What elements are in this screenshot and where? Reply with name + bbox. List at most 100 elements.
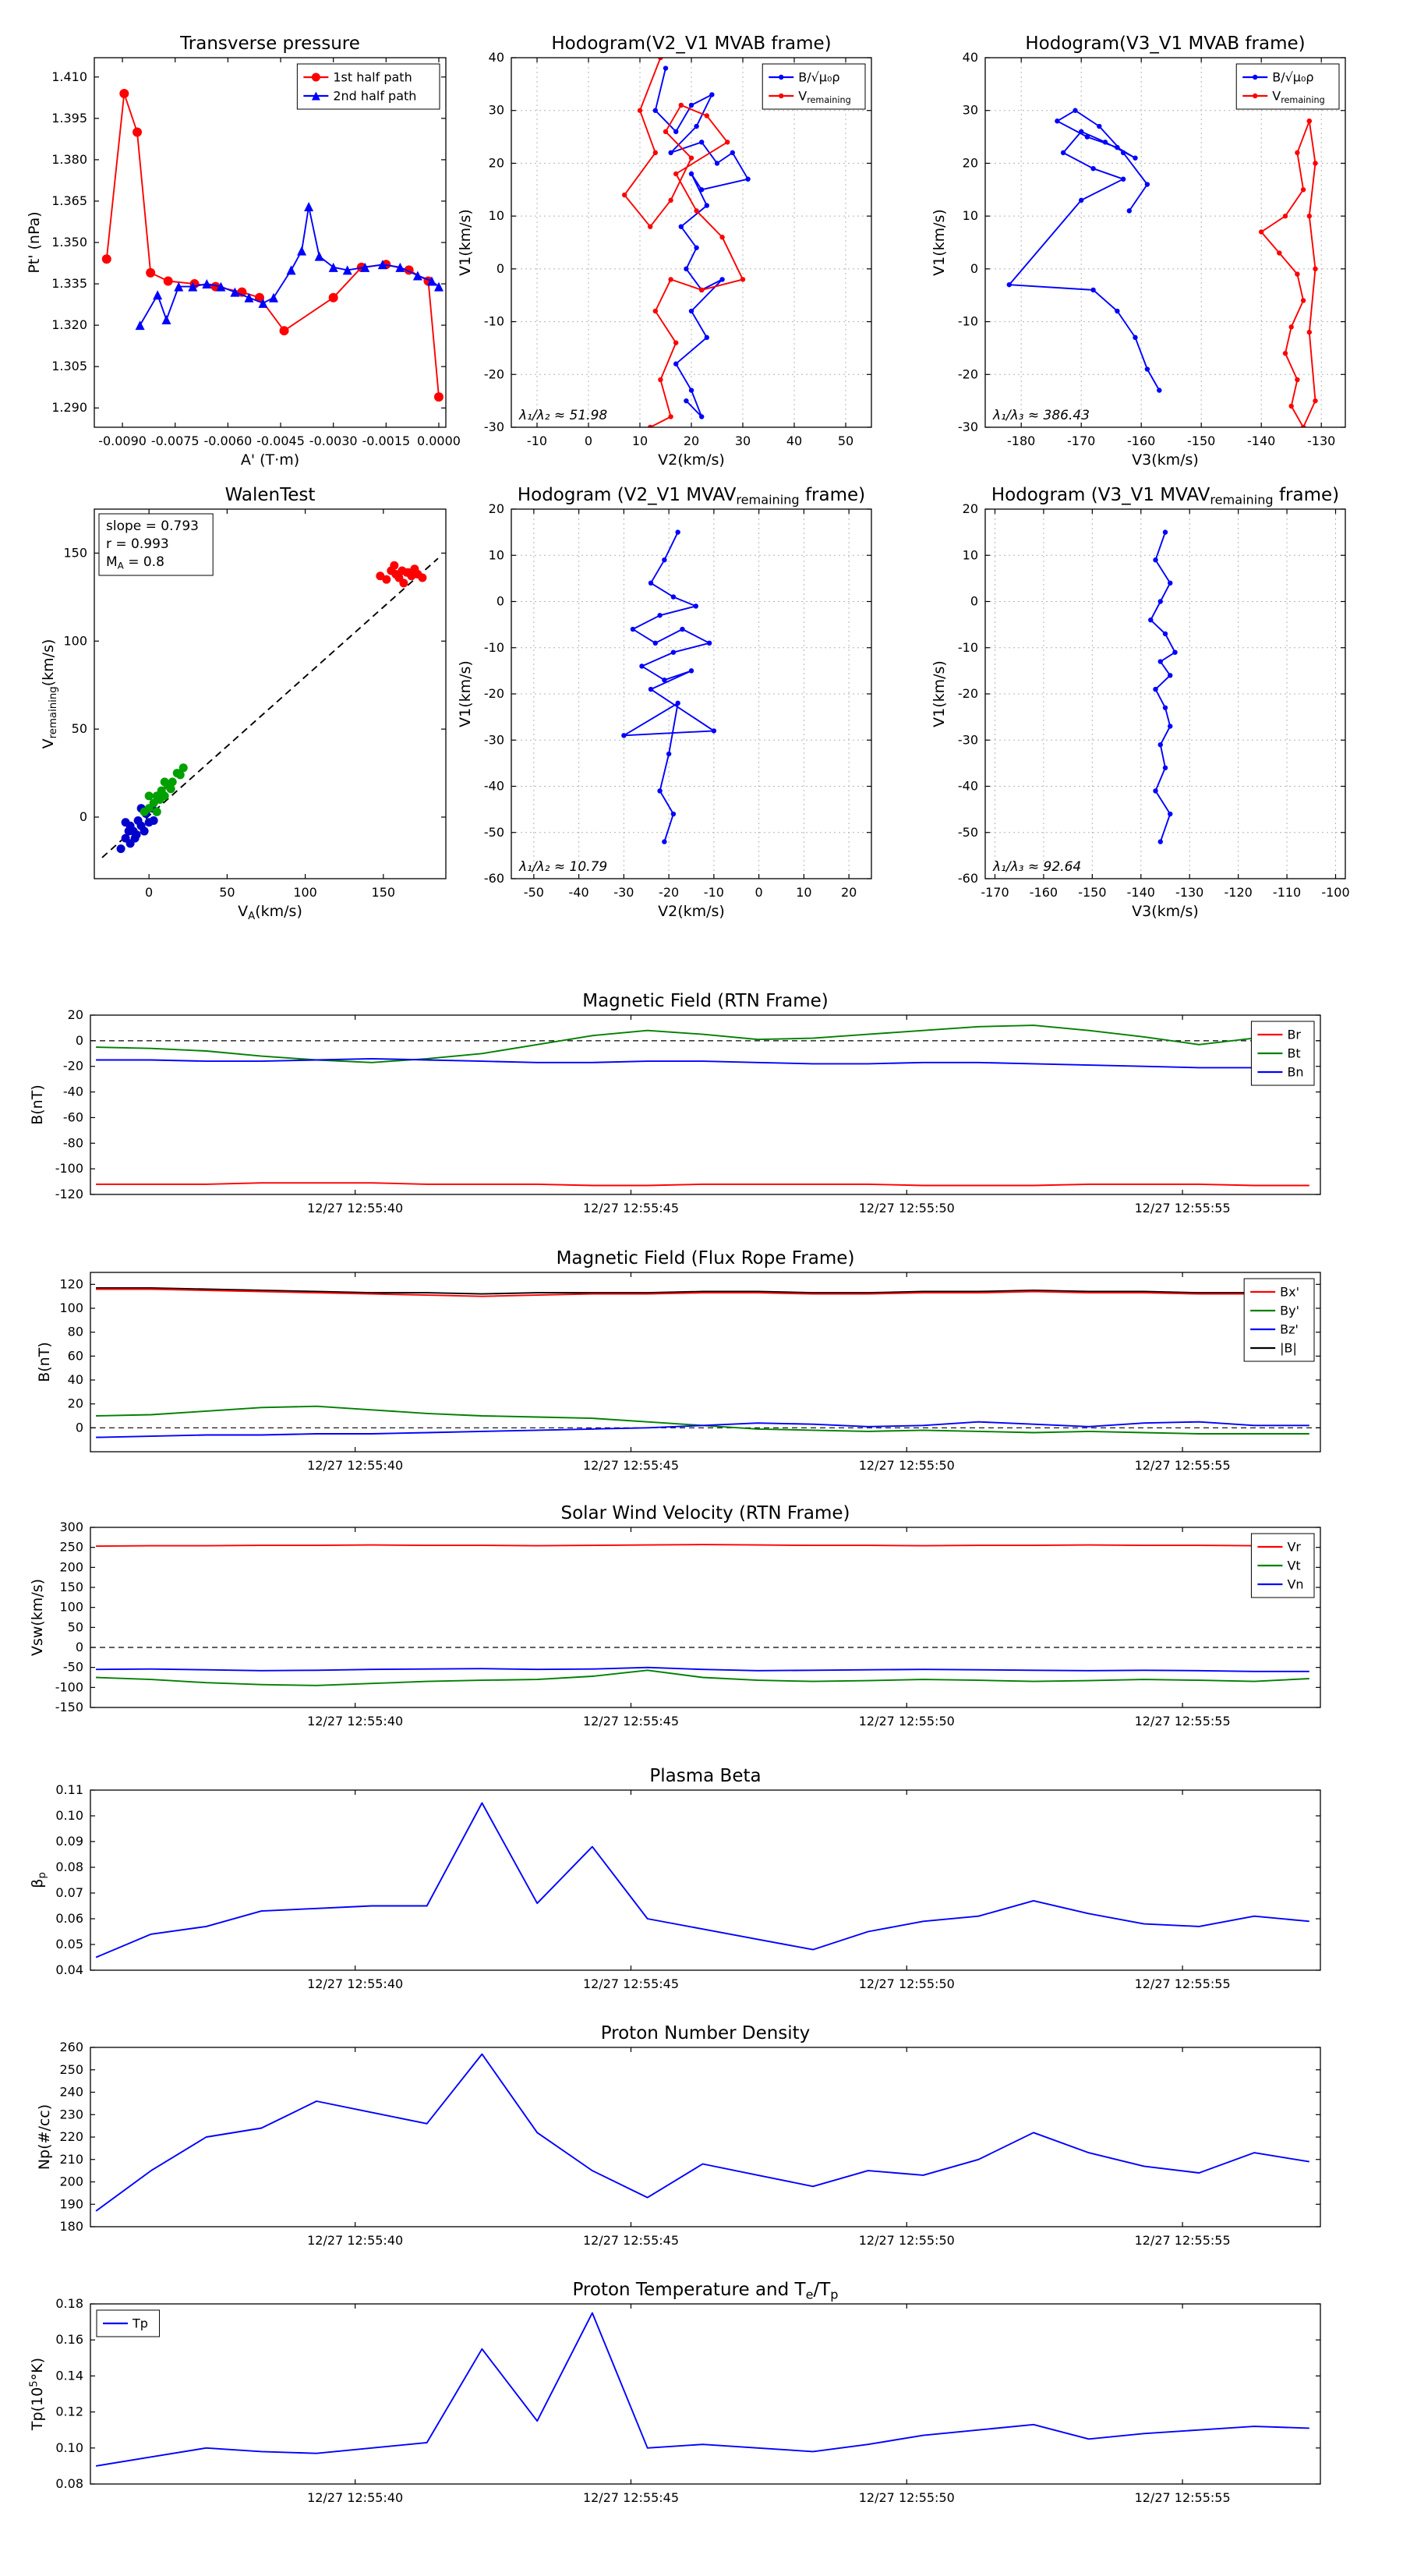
x-tick-label: -0.0030 <box>309 433 358 448</box>
y-tick-label: 10 <box>489 208 504 223</box>
y-tick-label: 0 <box>497 594 504 609</box>
y-tick-label: -30 <box>484 732 504 747</box>
panel-transverse-pressure: -0.0090 -0.0075 -0.0060 -0.0045 -0.0030 -0.00… <box>26 34 461 469</box>
y-tick-label: 0 <box>970 594 978 609</box>
legend-label: Vt <box>1287 1559 1300 1573</box>
x-tick-label: 12/27 12:55:50 <box>859 1714 955 1729</box>
x-tick-label: -170 <box>981 885 1009 900</box>
y-tick-label: -150 <box>55 1700 83 1714</box>
y-tick-label: -30 <box>958 732 978 747</box>
y-tick-label: 0.18 <box>55 2296 83 2311</box>
series-group <box>1148 529 1178 844</box>
y-tick-label: 0 <box>80 809 87 824</box>
x-tick-label: 12/27 12:55:45 <box>583 1714 679 1729</box>
y-tick-label: 150 <box>59 1580 83 1594</box>
x-tick-label: 12/27 12:55:45 <box>583 1201 679 1215</box>
x-tick-label: 12/27 12:55:55 <box>1135 1201 1231 1215</box>
legend-label: Br <box>1287 1028 1301 1042</box>
legend-label: Vn <box>1287 1577 1303 1592</box>
legend-label: B/√μ₀ρ <box>798 70 839 85</box>
panel-mag-flux-rope: 12/27 12:55:40 12/27 12:55:45 12/27 12:55:… <box>36 1248 1321 1473</box>
x-tick-label: -130 <box>1307 433 1335 448</box>
x-tick-label: 12/27 12:55:55 <box>1135 2490 1231 2505</box>
y-tick-label: 250 <box>59 2062 83 2077</box>
x-tick-label: 12/27 12:55:50 <box>859 2490 955 2505</box>
y-tick-label: -10 <box>958 640 978 655</box>
y-tick-label: -20 <box>484 366 504 381</box>
legend: Tp <box>96 2309 161 2337</box>
x-tick-label: 12/27 12:55:50 <box>859 1976 955 1991</box>
axes-frame <box>984 57 1346 428</box>
x-tick-label: 0 <box>755 885 763 900</box>
legend-label: 1st half path <box>333 70 412 85</box>
x-tick-label: 10 <box>632 433 648 448</box>
series-group <box>621 529 717 844</box>
y-tick-label: -20 <box>63 1059 83 1074</box>
y-tick-label: 30 <box>489 103 504 118</box>
x-tick-label: 12/27 12:55:55 <box>1135 2233 1231 2248</box>
y-axis-label: Vremaining(km/s) <box>40 639 59 749</box>
axes-frame <box>90 1272 1321 1453</box>
x-tick-label: -120 <box>1224 885 1252 900</box>
x-tick-label: 12/27 12:55:45 <box>583 2233 679 2248</box>
axes-frame <box>90 2047 1321 2227</box>
y-tick-label: 0.08 <box>55 1859 83 1874</box>
panel-title: Hodogram(V2_V1 MVAB frame) <box>551 34 831 54</box>
x-tick-label: -110 <box>1273 885 1301 900</box>
lambda-ratio-annotation: λ₁/λ₃ ≈ 92.64 <box>992 859 1081 875</box>
y-tick-label: -10 <box>958 314 978 329</box>
y-tick-label: 260 <box>59 2040 83 2054</box>
y-tick-label: -40 <box>484 779 504 794</box>
x-tick-label: 12/27 12:55:55 <box>1135 1976 1231 1991</box>
y-tick-label: 0 <box>76 1640 83 1654</box>
x-axis-label: A' (T·m) <box>241 451 299 469</box>
x-tick-label: -100 <box>1321 885 1349 900</box>
x-tick-label: -0.0075 <box>151 433 200 448</box>
y-tick-label: -100 <box>55 1679 83 1694</box>
y-tick-label: 1.365 <box>51 193 87 208</box>
legend: Vr Vt Vn <box>1250 1533 1315 1598</box>
y-tick-label: 1.305 <box>51 359 87 373</box>
x-tick-label: -0.0090 <box>98 433 147 448</box>
y-axis-label: Tp(105°K) <box>28 2358 46 2431</box>
legend: Br Bt Bn <box>1250 1021 1315 1086</box>
legend: B/√μ₀ρ Vremaining <box>762 63 866 110</box>
y-tick-label: 0.04 <box>55 1962 83 1977</box>
y-tick-label: 1.335 <box>51 276 87 291</box>
panel-hodogram-v2v1-mvav: -50 -40 -30 -20 -10 0 10 20 -60 -50 -40 -30 -20 -10 0 1… <box>457 485 872 920</box>
y-tick-label: 210 <box>59 2152 83 2167</box>
y-tick-label: 200 <box>59 1559 83 1574</box>
panel-walen-test: 0 50 100 150 0 50 100 150 WalenTest VA(km/s) Vrema… <box>40 485 447 922</box>
x-axis-label: V3(km/s) <box>1132 903 1199 920</box>
y-axis-label: V1(km/s) <box>457 209 474 276</box>
x-tick-label: 12/27 12:55:40 <box>307 2233 403 2248</box>
x-tick-label: 12/27 12:55:40 <box>307 2490 403 2505</box>
axes-frame <box>90 2303 1321 2485</box>
y-tick-label: -20 <box>958 366 978 381</box>
legend-label: Bn <box>1287 1065 1303 1080</box>
y-tick-label: 10 <box>963 547 978 562</box>
y-tick-label: -60 <box>63 1109 83 1124</box>
x-tick-label: -30 <box>613 885 634 900</box>
x-tick-label: 50 <box>838 433 853 448</box>
series-group <box>95 2312 1309 2467</box>
y-axis-label: Vsw(km/s) <box>29 1579 46 1656</box>
panel-proton-number-density: 12/27 12:55:40 12/27 12:55:45 12/27 12:55:… <box>36 2023 1321 2248</box>
x-tick-label: 30 <box>735 433 751 448</box>
y-tick-label: 10 <box>489 547 504 562</box>
legend-label: Bx' <box>1280 1285 1299 1300</box>
y-tick-label: 0.12 <box>55 2404 83 2419</box>
y-tick-label: 50 <box>72 721 87 736</box>
x-tick-label: 12/27 12:55:50 <box>859 1201 955 1215</box>
lambda-ratio-annotation: λ₁/λ₂ ≈ 10.79 <box>518 859 607 875</box>
y-tick-label: -100 <box>55 1161 83 1176</box>
panel-plasma-beta: 12/27 12:55:40 12/27 12:55:45 12/27 12:55:… <box>29 1766 1321 1991</box>
series-group <box>101 88 444 402</box>
y-tick-label: -50 <box>63 1660 83 1675</box>
y-tick-label: -40 <box>958 779 978 794</box>
y-tick-label: 0 <box>76 1420 83 1435</box>
series-group <box>622 58 751 427</box>
y-axis-label: B(nT) <box>29 1085 46 1125</box>
fit-stat-line: r = 0.993 <box>106 536 169 552</box>
